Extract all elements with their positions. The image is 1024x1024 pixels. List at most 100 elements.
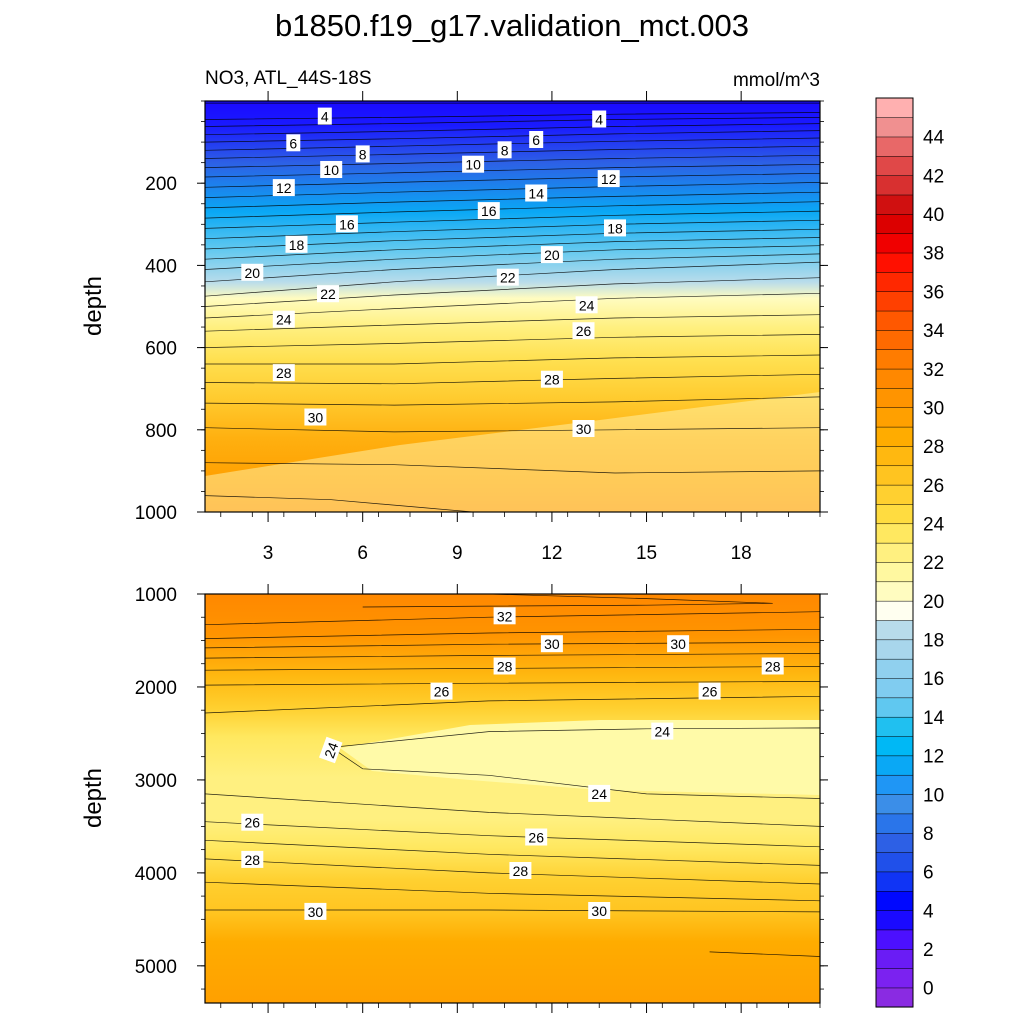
contour-label: 30 [572, 420, 595, 437]
x-tick-label: 12 [541, 543, 562, 564]
contour-label-text: 26 [702, 684, 718, 700]
contour-line-24 [205, 292, 820, 319]
colorbar: 0246810121416182022242628303234363840424… [875, 97, 945, 1008]
colorbar-label: 40 [923, 205, 944, 226]
contour-label-bg [525, 184, 548, 202]
contour-label: 6 [529, 131, 544, 148]
y-tick-label: 1000 [135, 585, 177, 606]
upper-ylabel: depth [80, 276, 107, 336]
contour-line-32 [205, 495, 474, 512]
colorbar-label: 8 [923, 824, 934, 845]
contour-label-text: 26 [245, 815, 261, 831]
colorbar-label: 12 [923, 747, 944, 768]
colorbar-swatch [875, 252, 914, 273]
contour-line-30 [205, 427, 820, 433]
contour-line-29 [205, 396, 820, 406]
contour-label-text: 18 [607, 220, 623, 236]
contour-label-bg [597, 170, 620, 188]
colorbar-swatch [875, 213, 914, 234]
contour-label-bg [651, 722, 674, 740]
upper-contour-labels: 4 6 8 10 12 16 18 20 22 24 28 30 6 4 8 10 14 12 16 18 20 22 24… [241, 107, 626, 437]
x-tick-label: 18 [731, 543, 752, 564]
contour-label-text: 26 [434, 684, 450, 700]
contour-label-text: 8 [501, 142, 509, 158]
contour-label-bg [493, 607, 516, 625]
contour-label: 4 [317, 107, 332, 125]
contour-label-bg [592, 110, 607, 128]
colorbar-swatch [875, 755, 914, 776]
contour-label: 8 [497, 141, 512, 159]
contour-label: 26 [525, 828, 548, 846]
colorbar-label: 20 [923, 592, 944, 613]
contour-label: 22 [317, 285, 339, 303]
contour-label-bg [572, 322, 595, 340]
contour-line-31 [205, 462, 820, 474]
contour-label-bg [540, 246, 563, 264]
contour-label: 20 [540, 246, 563, 264]
contour-label-text: 8 [359, 146, 367, 162]
contour-label-bg [335, 215, 358, 233]
contour-label: 28 [761, 657, 784, 675]
colorbar-label: 38 [923, 244, 944, 265]
upper-ticks: 200 400 600 800 1000 3 6 9 12 15 18 [135, 91, 828, 564]
subtitle-right: mmol/m^3 [733, 70, 820, 91]
lower-panel-frame [204, 593, 821, 1004]
upper-panel: 4 6 8 10 12 16 18 20 22 24 28 30 6 4 8 10 14 12 16 18 20 22 24… [80, 91, 828, 564]
contour-label-bg [575, 296, 598, 314]
colorbar-swatch [875, 426, 914, 447]
contour-label: 24 [318, 736, 343, 764]
contour-label: 10 [462, 155, 485, 173]
contour-label-bg [477, 202, 500, 220]
colorbar-label: 16 [923, 669, 944, 690]
colorbar-swatch [875, 175, 914, 196]
contour-label-text: 28 [513, 863, 529, 879]
contour-label-bg [462, 155, 485, 173]
colorbar-swatch [875, 871, 914, 892]
colorbar-label: 28 [923, 437, 944, 458]
contour-label: 24 [588, 784, 611, 802]
contour-label-bg [272, 179, 295, 197]
contour-label: 20 [241, 263, 264, 281]
colorbar-swatch [875, 600, 914, 621]
y-tick-label: 1000 [135, 503, 177, 524]
contour-label-text: 32 [497, 608, 513, 624]
y-tick-label: 3000 [135, 771, 177, 792]
x-tick-label: 6 [357, 543, 368, 564]
contour-label-bg [698, 682, 721, 700]
y-tick-label: 800 [145, 421, 177, 442]
contour-label-text: 16 [339, 216, 355, 232]
lower-panel-core [340, 720, 820, 795]
contour-label-bg [241, 850, 264, 868]
contour-label-bg [317, 107, 332, 125]
colorbar-swatch [875, 503, 914, 525]
contour-label-bg [286, 134, 301, 152]
lower-contour-labels: 32 30 30 28 28 26 26 24 24 24 26 26 28 28 30 30 [241, 607, 784, 920]
colorbar-swatch [875, 813, 914, 834]
colorbar-label: 2 [923, 940, 934, 961]
contour-line-21 [205, 253, 820, 283]
contour-label: 32 [493, 607, 516, 625]
colorbar-swatch [875, 368, 914, 389]
colorbar-swatch [875, 561, 914, 583]
contour-label-text: 16 [481, 203, 497, 219]
contour-label-text: 6 [289, 135, 297, 151]
colorbar-label: 36 [923, 282, 944, 303]
contour-label: 22 [496, 268, 519, 286]
contour-label: 26 [241, 813, 264, 831]
contour-line-10 [205, 154, 820, 168]
colorbar-label: 42 [923, 166, 944, 187]
contour-label-text: 22 [320, 286, 336, 302]
contour-label-bg [317, 285, 339, 303]
contour-label-text: 30 [308, 410, 324, 426]
y-tick-label: 4000 [135, 864, 177, 885]
contour-label-bg [272, 310, 295, 328]
contour-label-text: 30 [591, 903, 607, 919]
contour-line-29 [205, 881, 820, 902]
colorbar-swatch [875, 832, 914, 853]
x-tick-label: 9 [452, 543, 463, 564]
contour-label-text: 24 [276, 312, 292, 328]
contour-label: 28 [241, 850, 264, 868]
colorbar-swatch [875, 968, 914, 989]
contour-label-bg [318, 736, 343, 764]
colorbar-swatch [875, 619, 914, 641]
